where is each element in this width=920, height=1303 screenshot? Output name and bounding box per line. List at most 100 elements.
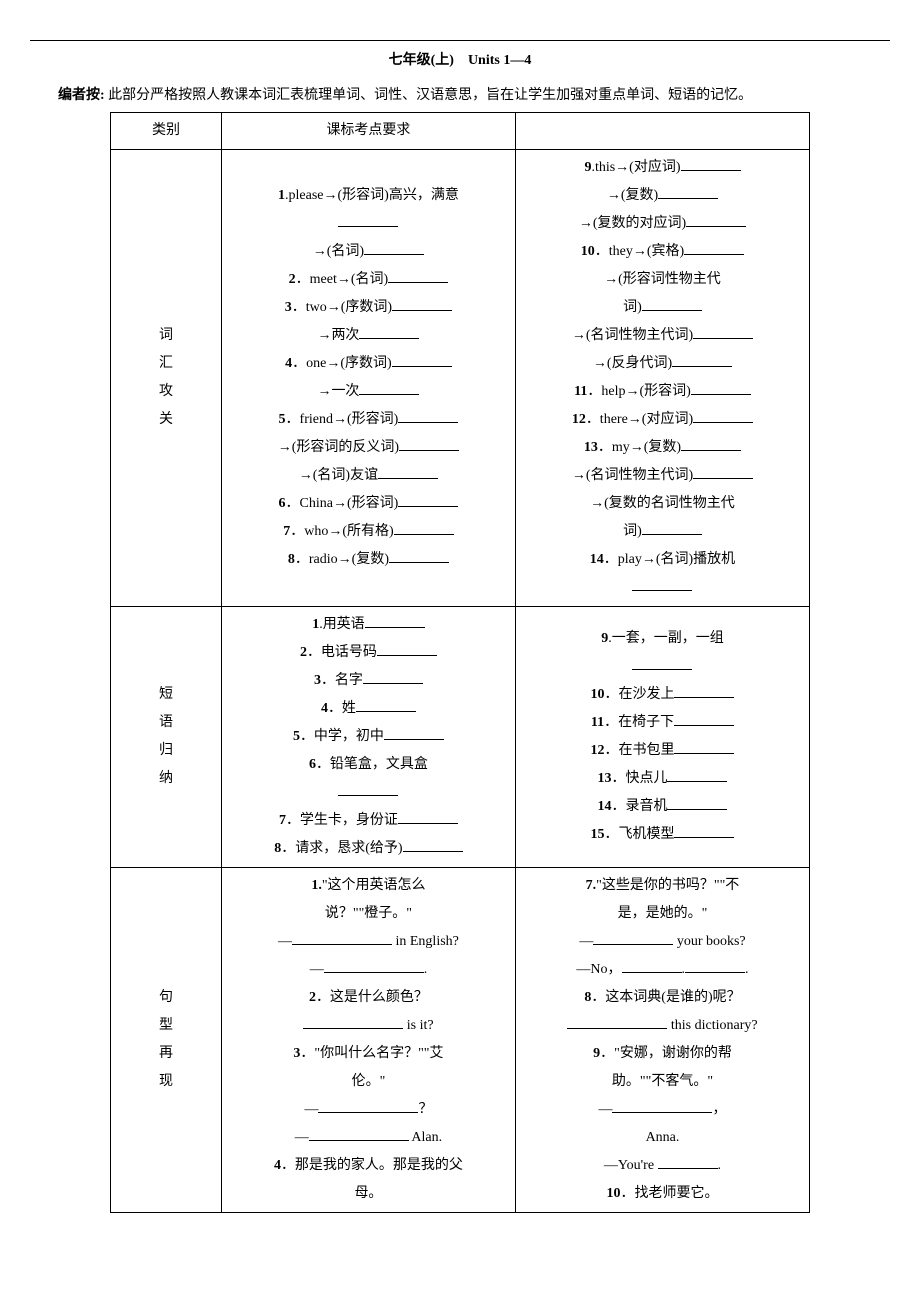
text: ．friend→(形容词) <box>286 412 399 427</box>
text: is it? <box>403 1018 433 1033</box>
text: →(名词)友谊 <box>299 468 378 483</box>
cat-char: 归 <box>117 737 215 765</box>
line: 4．姓 <box>228 695 509 723</box>
fill-blank <box>377 641 437 656</box>
num: 10 <box>581 244 595 259</box>
fill-blank <box>359 324 419 339</box>
line: →(形容词性物主代 <box>522 266 803 294</box>
text: ．请求，恳求(给予) <box>281 841 402 856</box>
text: 伦。" <box>228 1068 509 1096</box>
fill-blank <box>674 683 734 698</box>
text: ．飞机模型 <box>604 827 674 842</box>
line: 3．two→(序数词) <box>228 294 509 322</box>
line: 12．在书包里 <box>522 737 803 765</box>
text: →(形容词的反义词) <box>278 440 399 455</box>
line: 10．they→(宾格) <box>522 238 803 266</box>
text: —No， <box>576 962 621 977</box>
text: Anna. <box>522 1124 803 1152</box>
num: 11 <box>574 384 587 399</box>
fill-blank <box>363 669 423 684</box>
num: 14 <box>597 799 611 814</box>
line: 2．电话号码 <box>228 639 509 667</box>
line: 4．one→(序数词) <box>228 350 509 378</box>
line: 9.一套，一副，一组 <box>522 625 803 653</box>
cat-char: 短 <box>117 681 215 709</box>
page-title: 七年级(上) Units 1—4 <box>30 49 890 69</box>
line: 6．China→(形容词) <box>228 490 509 518</box>
fill-blank <box>384 725 444 740</box>
line: 1.用英语 <box>228 611 509 639</box>
fill-blank <box>309 1126 409 1141</box>
text: "这些是你的书吗？""不 <box>596 878 739 893</box>
text: ．姓 <box>328 701 356 716</box>
fill-blank <box>392 352 452 367</box>
num: 12 <box>590 743 604 758</box>
text: 是，是她的。" <box>522 900 803 928</box>
text: ．two→(序数词) <box>292 300 392 315</box>
line: 8．radio→(复数) <box>228 546 509 574</box>
num: 11 <box>591 715 604 730</box>
text: ．there→(对应词) <box>586 412 693 427</box>
text: →(反身代词) <box>593 356 672 371</box>
line: 词) <box>522 518 803 546</box>
fill-blank <box>359 380 419 395</box>
text: ．学生卡，身份证 <box>286 813 398 828</box>
line: 1.please→(形容词)高兴，满意 <box>228 182 509 210</box>
text: ．电话号码 <box>307 645 377 660</box>
vocab-right: 9.this→(对应词)→(复数)→(复数的对应词)10．they→(宾格)→(… <box>515 150 809 607</box>
fill-blank <box>674 823 734 838</box>
sentences-right: 7."这些是你的书吗？""不 是，是她的。" — your books? —No… <box>515 868 809 1213</box>
text: ．在沙发上 <box>604 687 674 702</box>
line: 5．friend→(形容词) <box>228 406 509 434</box>
cat-phrases: 短 语 归 纳 <box>111 607 222 868</box>
fill-blank <box>365 613 425 628</box>
fill-blank <box>632 655 692 670</box>
line: 14．录音机 <box>522 793 803 821</box>
text: ．China→(形容词) <box>286 496 399 511</box>
text: 词) <box>623 524 642 539</box>
text: →(名词) <box>313 244 364 259</box>
text: ．录音机 <box>611 799 667 814</box>
line: →(复数) <box>522 182 803 210</box>
text: —You're <box>604 1158 658 1173</box>
num: 8 <box>288 552 295 567</box>
cat-char: 汇 <box>117 350 215 378</box>
cat-char: 再 <box>117 1040 215 1068</box>
line: →(反身代词) <box>522 350 803 378</box>
fill-blank <box>388 268 448 283</box>
fill-blank <box>338 781 398 796</box>
text: your books? <box>673 934 745 949</box>
text: . <box>718 1158 722 1173</box>
fill-blank <box>612 1098 712 1113</box>
num: 10 <box>606 1186 620 1201</box>
line <box>522 653 803 681</box>
fill-blank <box>686 212 746 227</box>
text: ．铅笔盒，文具盒 <box>316 757 428 772</box>
cat-char: 型 <box>117 1012 215 1040</box>
sentences-left: 1."这个用英语怎么 说？""橙子。" — in English? —. 2．这… <box>221 868 515 1213</box>
line: 6．铅笔盒，文具盒 <box>228 751 509 779</box>
num: 12 <box>572 412 586 427</box>
section-vocab: 词 汇 攻 关 1.please→(形容词)高兴，满意→(名词)2．meet→(… <box>111 150 810 607</box>
fill-blank <box>642 520 702 535</box>
fill-blank <box>693 324 753 339</box>
header-blank <box>515 113 809 150</box>
text: ．那是我的家人。那是我的父 <box>281 1158 463 1173</box>
line: 11．在椅子下 <box>522 709 803 737</box>
text: →(名词性物主代词) <box>572 468 693 483</box>
text: ．这本词典(是谁的)呢？ <box>591 990 740 1005</box>
fill-blank <box>593 930 673 945</box>
text: ．meet→(名词) <box>296 272 389 287</box>
text: 母。 <box>228 1180 509 1208</box>
fill-blank <box>642 296 702 311</box>
line: 12．there→(对应词) <box>522 406 803 434</box>
cat-sentences: 句 型 再 现 <box>111 868 222 1213</box>
intro-paragraph: 编者按: 此部分严格按照人教课本词汇表梳理单词、词性、汉语意思，旨在让学生加强对… <box>30 83 890 108</box>
cat-char: 词 <box>117 322 215 350</box>
text: ．找老师要它。 <box>620 1186 718 1201</box>
line: 13．my→(复数) <box>522 434 803 462</box>
fill-blank <box>398 408 458 423</box>
num: 14 <box>590 552 604 567</box>
line <box>228 210 509 238</box>
header-requirement: 课标考点要求 <box>221 113 515 150</box>
